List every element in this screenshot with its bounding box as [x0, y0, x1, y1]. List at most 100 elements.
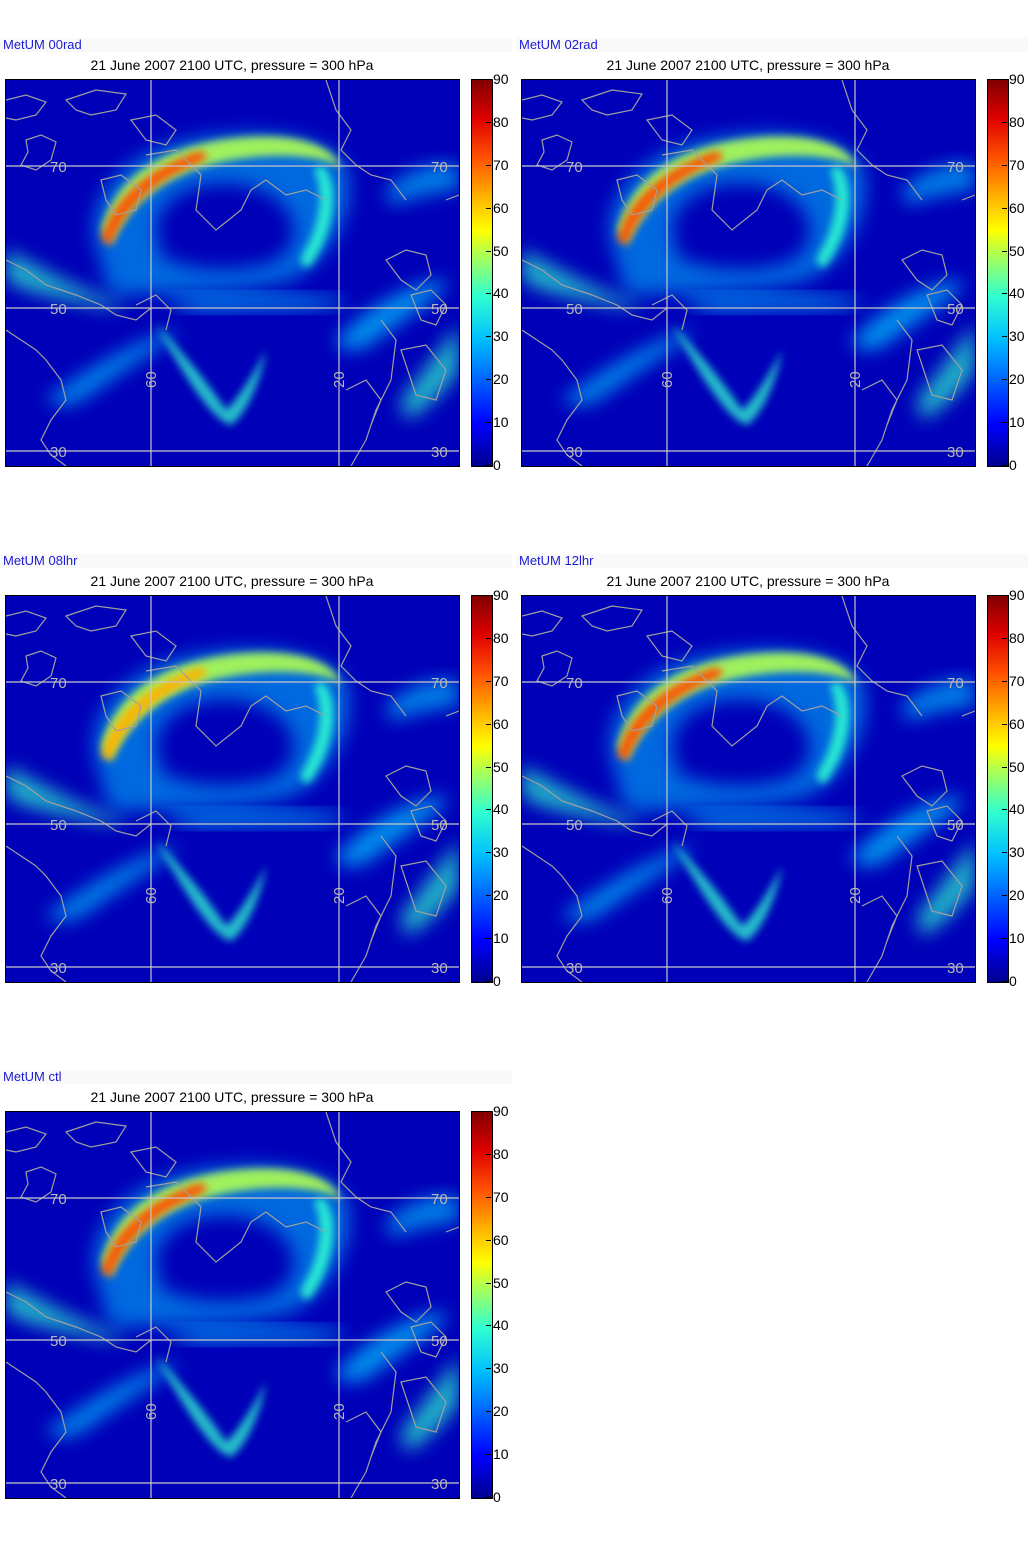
coastline-segment	[20, 1166, 57, 1203]
grid-label-lat-30-left: 30	[50, 960, 67, 977]
map-canvas: 70 70 50 50 30 30 60 20	[6, 80, 459, 466]
coastline-segment	[400, 1376, 447, 1433]
wind-speed-map: 70 70 50 50 30 30 60 20	[5, 79, 460, 467]
wind-speed-map: 70 70 50 50 30 30 60 20	[521, 595, 976, 983]
coastline-segment	[100, 1206, 142, 1248]
model-label-bar: MetUM 00rad	[0, 38, 512, 52]
panel-title: 21 June 2007 2100 UTC, pressure = 300 hP…	[90, 573, 374, 589]
colorbar-tick-label: 80	[1009, 629, 1025, 646]
colorbar	[987, 595, 1009, 983]
coastline-segment	[6, 775, 152, 837]
colorbar-tick-mark	[486, 938, 491, 940]
coastline-segment	[916, 344, 963, 401]
colorbar-tick-mark	[486, 1368, 491, 1370]
jet-mid-band	[166, 1326, 346, 1343]
coastline-segment	[135, 810, 172, 847]
jet-mid-band	[166, 294, 346, 311]
colorbar-tick-mark	[486, 422, 491, 424]
model-label: MetUM 02rad	[519, 37, 598, 52]
lat-lon-grid	[6, 80, 459, 466]
colorbar-tick-label: 70	[1009, 156, 1025, 173]
colorbar-tick-label: 70	[493, 156, 509, 173]
wind-field	[6, 1165, 459, 1457]
jet-streak-max	[617, 667, 723, 761]
jet-southeast-streak	[401, 1357, 459, 1452]
coastline-segment	[100, 174, 142, 216]
jet-trough	[156, 841, 266, 941]
jet-trough	[672, 325, 782, 425]
colorbar-tick-label: 40	[493, 1317, 509, 1334]
colorbar-tick-mark	[486, 1239, 491, 1241]
jet-band-upper	[617, 652, 857, 761]
colorbar-tick-mark	[486, 465, 491, 466]
coastline-segment	[522, 329, 583, 466]
colorbar-tick-mark	[1002, 680, 1007, 682]
grid-labels: 70 70 50 50 30 30 60 20	[50, 1191, 448, 1493]
coastline-segment	[616, 174, 658, 216]
colorbar-tick-mark	[486, 809, 491, 811]
grid-label-lat-70-right: 70	[431, 675, 448, 692]
colorbar-tick-mark	[486, 1411, 491, 1413]
coastline-segment	[6, 610, 47, 637]
coastline-segment	[385, 1281, 432, 1323]
colorbar-tick-mark	[1002, 852, 1007, 854]
colorbar	[471, 595, 493, 983]
jet-northeast-streak	[386, 679, 459, 721]
jet-east-streak	[336, 280, 447, 351]
grid-label-lat-30-right: 30	[431, 1476, 448, 1493]
grid-label-lat-30-right: 30	[431, 444, 448, 461]
colorbar-tick-label: 20	[493, 371, 509, 388]
colorbar-tick-label: 30	[1009, 328, 1025, 345]
colorbar-tick-label: 0	[493, 1489, 501, 1505]
coastline-segment	[536, 650, 573, 687]
colorbar-tick-label: 80	[493, 113, 509, 130]
jet-inner-core	[672, 699, 810, 786]
grid-label-lon-60: 60	[659, 887, 676, 904]
colorbar-tick-label: 80	[493, 629, 509, 646]
colorbar-tick-mark	[486, 637, 491, 639]
model-label: MetUM 00rad	[3, 37, 82, 52]
jet-streak-max	[101, 667, 207, 761]
colorbar-tick-mark	[486, 1111, 491, 1112]
colorbar-tick-label: 40	[1009, 801, 1025, 818]
coastline-segment	[410, 1321, 447, 1358]
jet-band-right	[300, 681, 334, 783]
coastline-segment	[901, 249, 948, 291]
coastline-segment	[410, 805, 447, 842]
grid-label-lon-20: 20	[331, 371, 348, 388]
colorbar-tick-mark	[1002, 379, 1007, 381]
grid-label-lon-20: 20	[331, 887, 348, 904]
model-label-bar: MetUM 08lhr	[0, 554, 512, 568]
colorbar-tick-label: 70	[493, 1188, 509, 1205]
coastline-segment	[100, 690, 142, 732]
colorbar-tick-mark	[1002, 121, 1007, 123]
coastline-segment	[345, 895, 382, 942]
model-label: MetUM 08lhr	[3, 553, 78, 568]
grid-label-lat-70-right: 70	[947, 675, 964, 692]
coastline-segment	[400, 344, 447, 401]
map-panel-2: MetUM 08lhr 21 June 2007 2100 UTC, press…	[0, 554, 515, 1014]
coastline-segment	[400, 860, 447, 917]
colorbar-tick-mark	[486, 766, 491, 768]
coastline-segment	[385, 249, 432, 291]
grid-label-lat-70-left: 70	[50, 159, 67, 176]
map-panel-1: MetUM 02rad 21 June 2007 2100 UTC, press…	[516, 38, 1031, 498]
colorbar-tick-label: 30	[1009, 844, 1025, 861]
jet-streak-max	[101, 1183, 207, 1277]
coastline-segment	[64, 89, 128, 116]
jet-lower-southwest	[46, 330, 177, 406]
colorbar-tick-mark	[486, 1454, 491, 1456]
model-label-bar: MetUM 12lhr	[516, 554, 1028, 568]
map-canvas: 70 70 50 50 30 30 60 20	[6, 1112, 459, 1498]
grid-label-lat-30-right: 30	[947, 960, 964, 977]
colorbar-tick-mark	[486, 79, 491, 80]
coastline-segment	[445, 194, 459, 201]
colorbar-tick-mark	[486, 680, 491, 682]
coastline-segment	[145, 1181, 327, 1263]
grid-label-lon-60: 60	[143, 887, 160, 904]
colorbar-tick-mark	[486, 595, 491, 596]
jet-lower-west	[522, 250, 642, 308]
colorbar-tick-label: 60	[493, 715, 509, 732]
colorbar-tick-mark	[486, 1282, 491, 1284]
jet-mid-band	[682, 294, 862, 311]
